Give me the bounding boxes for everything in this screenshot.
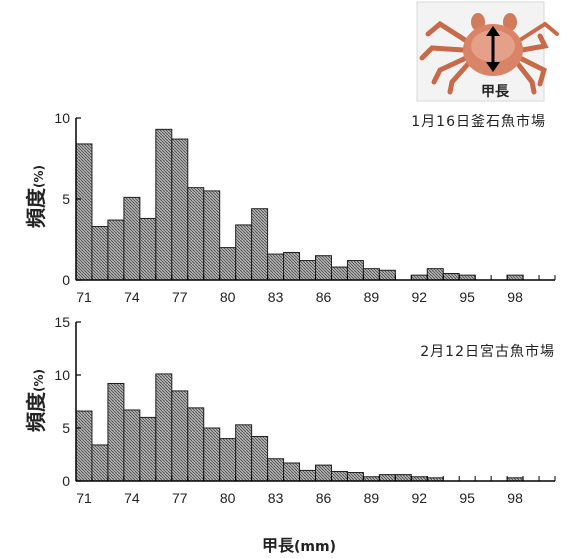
x-tick-label: 89 [364, 289, 380, 305]
panel-annotation: 1月16日釜石魚市場 [411, 113, 546, 130]
x-tick-label: 77 [172, 490, 188, 506]
histogram-bar [139, 217, 157, 281]
x-axis-title-main: 甲長 [262, 536, 295, 555]
histogram-bar [75, 143, 93, 281]
histogram-bar [378, 474, 396, 482]
crab-photo: 甲長 [416, 1, 559, 102]
histogram-bar [139, 416, 157, 482]
x-tick-label: 71 [76, 289, 92, 305]
histogram-bar [203, 427, 221, 482]
crab-photo-caption: 甲長 [481, 84, 510, 100]
histogram-bar [107, 219, 125, 281]
x-tick-label: 77 [172, 289, 188, 305]
y-tick-label: 10 [54, 367, 70, 383]
x-tick-label: 83 [268, 490, 284, 506]
histogram-bar [346, 472, 364, 482]
x-tick-label: 71 [76, 490, 92, 506]
histogram-bar [91, 444, 109, 482]
y-axis-label-main: 頻度 [24, 187, 48, 228]
crab-photo-icon [419, 13, 559, 95]
x-tick-label: 92 [411, 289, 427, 305]
y-axis-label-main: 頻度 [24, 391, 48, 432]
y-axis-label-unit: (%) [32, 165, 46, 188]
x-tick-label: 74 [124, 289, 140, 305]
y-tick-label: 10 [54, 110, 70, 126]
histogram-bar [251, 208, 269, 281]
y-tick-label: 5 [62, 420, 70, 436]
histogram-bar [155, 373, 173, 482]
x-tick-label: 98 [507, 490, 523, 506]
y-tick-label: 5 [62, 191, 70, 207]
histogram-bar [299, 469, 316, 482]
x-tick-label: 74 [124, 490, 140, 506]
panel-annotation: 2月12日宮古魚市場 [420, 343, 555, 360]
histogram-bar [315, 464, 332, 482]
histogram-bar [123, 196, 141, 281]
histogram-bar [235, 224, 253, 281]
histogram-bar [442, 273, 460, 281]
x-tick-label: 95 [459, 289, 475, 305]
histogram-bar [330, 470, 348, 482]
x-axis-title: 甲長(mm) [262, 536, 336, 555]
chart-panel-miyako: 0 5 10 15 71 74 77 80 83 86 89 92 95 98 2月12日宮古魚市場頻度(%… [24, 314, 556, 506]
y-tick-label: 0 [62, 473, 70, 489]
histogram-bar [315, 255, 332, 281]
x-tick-label: 86 [316, 289, 332, 305]
histogram-bar [219, 438, 237, 482]
x-tick-label: 83 [268, 289, 284, 305]
x-axis-title-unit: (mm) [294, 539, 336, 555]
histogram-bar [394, 474, 412, 482]
histogram-bar [123, 409, 141, 482]
histogram-bar [267, 253, 285, 281]
histogram-bar [299, 260, 316, 281]
histogram-bar [378, 269, 396, 281]
histogram-bar [283, 251, 301, 281]
y-tick-label: 0 [62, 272, 70, 288]
x-tick-label: 80 [220, 289, 236, 305]
y-axis-label: 頻度(%) [24, 165, 48, 228]
histogram-bar [330, 266, 348, 281]
x-tick-label: 95 [459, 490, 475, 506]
x-tick-label: 86 [316, 490, 332, 506]
histogram-bar [107, 382, 125, 482]
histogram-bar [362, 268, 380, 281]
histogram-bar [187, 407, 205, 482]
histogram-bar [267, 458, 285, 482]
x-tick-label: 89 [364, 490, 380, 506]
x-tick-label: 98 [507, 289, 523, 305]
histogram-bar [219, 247, 237, 281]
histogram-bar [171, 390, 189, 482]
histogram-bar [203, 190, 221, 281]
histogram-bar [171, 138, 189, 281]
histogram-bar [426, 268, 444, 281]
histogram-bar [251, 435, 269, 482]
y-tick-label: 15 [54, 314, 70, 330]
y-axis-label-unit: (%) [32, 369, 46, 392]
histogram-bar [75, 410, 93, 482]
histogram-bar [187, 187, 205, 281]
histogram-bar [91, 226, 109, 281]
histogram-bar [155, 128, 173, 281]
y-axis-label: 頻度(%) [24, 369, 48, 432]
histogram-bar [235, 424, 253, 482]
x-tick-label: 92 [411, 490, 427, 506]
histogram-bar [346, 260, 364, 281]
x-tick-label: 80 [220, 490, 236, 506]
histogram-bar [283, 462, 301, 482]
